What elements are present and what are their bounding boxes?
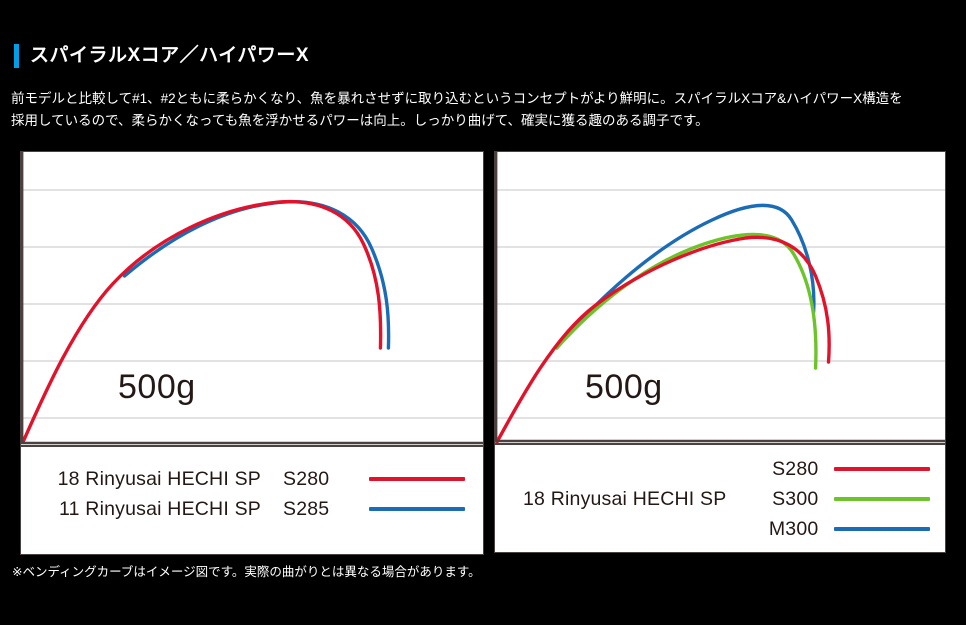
legend-item: M300 [744,514,931,544]
right-panel-divider [495,443,945,445]
left-legend: 18 Rinyusai HECHI SP S280 11 Rinyusai HE… [21,448,483,554]
legend-model-label: 18 Rinyusai HECHI SP [523,487,727,510]
page-title: スパイラルXコア／ハイパワーX [30,45,310,66]
left-bending-curve-svg [21,152,483,445]
right-curve-s300 [555,232,818,370]
accent-bar [14,44,19,68]
right-curve-s280 [495,235,831,444]
legend-color-swatch [369,477,465,481]
description-line-2: 採用しているので、柔らかくなっても魚を浮かせるパワーは向上。しっかり曲げて、確実… [11,113,709,128]
section-header: スパイラルXコア／ハイパワーX [0,40,966,72]
legend-model-label: 18 Rinyusai HECHI SP [57,467,261,490]
left-curve-s280 [21,199,383,444]
right-bending-curve-svg [495,152,945,444]
legend-code-label: S300 [772,487,819,510]
legend-code-label: S280 [283,467,330,490]
left-panel-divider [21,445,483,447]
legend-item: S280 [744,454,931,484]
legend-color-swatch [834,527,931,531]
left-plot-area [21,152,483,446]
legend-code-label: S280 [772,457,819,480]
legend-color-swatch [369,507,465,511]
legend-item: 11 Rinyusai HECHI SP S285 [21,494,483,524]
right-curve-m300 [555,203,816,350]
left-curves [21,199,391,444]
right-gridlines [495,189,945,419]
legend-item: 18 Rinyusai HECHI SP S280 [21,464,483,494]
right-curves [495,203,831,444]
footnote-text: ※ベンディングカーブはイメージ図です。実際の曲がりとは異なる場合があります。 [12,565,481,579]
legend-color-swatch [834,467,931,471]
description-line-1: 前モデルと比較して#1、#2ともに柔らかくなり、魚を暴れさせずに取り込むというコ… [11,91,903,106]
right-legend: 18 Rinyusai HECHI SP S280 S300 M300 [495,446,945,552]
legend-model-label: 11 Rinyusai HECHI SP [59,497,261,520]
left-chart-panel: 18 Rinyusai HECHI SP S280 11 Rinyusai HE… [20,151,484,555]
legend-code-label: M300 [768,517,819,540]
left-gridlines [21,189,483,419]
legend-color-swatch [834,497,931,501]
right-chart-panel: 18 Rinyusai HECHI SP S280 S300 M300 [494,151,946,553]
legend-code-label: S285 [283,497,330,520]
right-plot-area [495,152,945,444]
left-weight-label: 500g [118,368,196,406]
description-text: 前モデルと比較して#1、#2ともに柔らかくなり、魚を暴れさせずに取り込むというコ… [11,88,955,132]
legend-item: S300 [744,484,931,514]
right-weight-label: 500g [585,368,663,406]
